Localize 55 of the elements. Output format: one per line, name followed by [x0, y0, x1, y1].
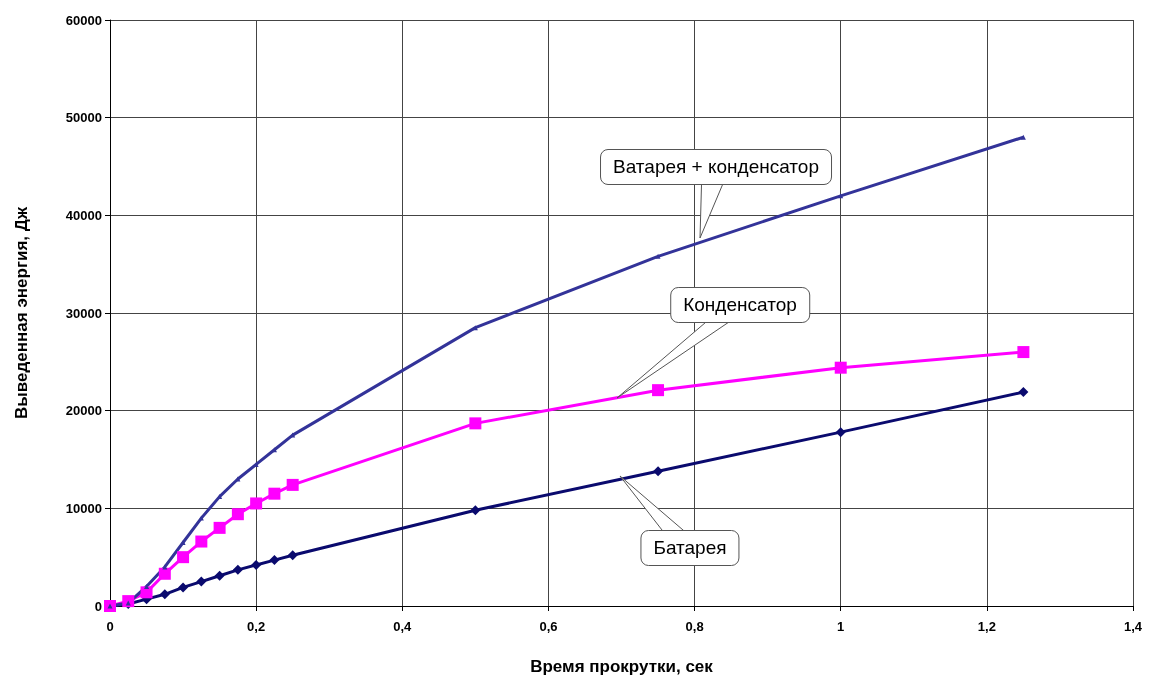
point — [195, 535, 208, 548]
point — [250, 497, 263, 510]
x-tick-label: 0,8 — [685, 619, 704, 634]
y-tick-label: 60000 — [65, 12, 102, 28]
point — [655, 253, 661, 259]
point — [214, 570, 225, 581]
x-tick-label: 0,2 — [247, 619, 266, 634]
x-tick-label: 1,2 — [977, 619, 996, 634]
point — [835, 427, 846, 438]
annotation: Конденсатор — [670, 287, 810, 323]
point — [287, 550, 298, 561]
point — [652, 384, 665, 397]
annotation: Батарея — [640, 530, 740, 566]
point — [159, 589, 170, 600]
point — [178, 582, 189, 593]
x-tick-label: 0 — [106, 619, 114, 634]
point — [122, 595, 135, 608]
point — [269, 555, 280, 566]
y-tick-label: 30000 — [65, 305, 102, 321]
y-tick-label: 0 — [94, 598, 102, 614]
x-tick-label: 1,4 — [1123, 619, 1143, 634]
point — [472, 325, 478, 331]
point — [231, 508, 244, 521]
x-tick-label: 1 — [837, 619, 845, 634]
y-tick-label: 10000 — [65, 500, 102, 516]
point — [286, 478, 299, 491]
point — [290, 432, 296, 438]
point — [1017, 346, 1030, 359]
point — [140, 586, 153, 599]
y-tick-label: 40000 — [65, 207, 102, 223]
point — [232, 564, 243, 575]
point — [470, 505, 481, 516]
point — [217, 494, 223, 500]
x-axis-title: Время прокрутки, сек — [530, 657, 714, 676]
point — [1018, 387, 1029, 398]
point — [1020, 134, 1026, 140]
point — [144, 583, 150, 589]
point — [177, 551, 190, 564]
x-tick-label: 0,6 — [539, 619, 558, 634]
point — [213, 521, 226, 534]
point — [235, 476, 241, 482]
point — [268, 487, 281, 500]
y-axis-title: Выведенная энергия, Дж — [12, 206, 31, 419]
point — [196, 576, 207, 587]
y-tick-label: 20000 — [65, 403, 102, 419]
x-tick-label: 0,4 — [393, 619, 413, 634]
point — [198, 515, 204, 521]
y-tick-label: 50000 — [65, 110, 102, 126]
annotation: Ватарея + конденсатор — [600, 149, 832, 185]
point — [834, 361, 847, 374]
point — [469, 417, 482, 430]
point — [158, 567, 171, 580]
point — [251, 559, 262, 570]
point — [180, 540, 186, 546]
point — [653, 466, 664, 477]
